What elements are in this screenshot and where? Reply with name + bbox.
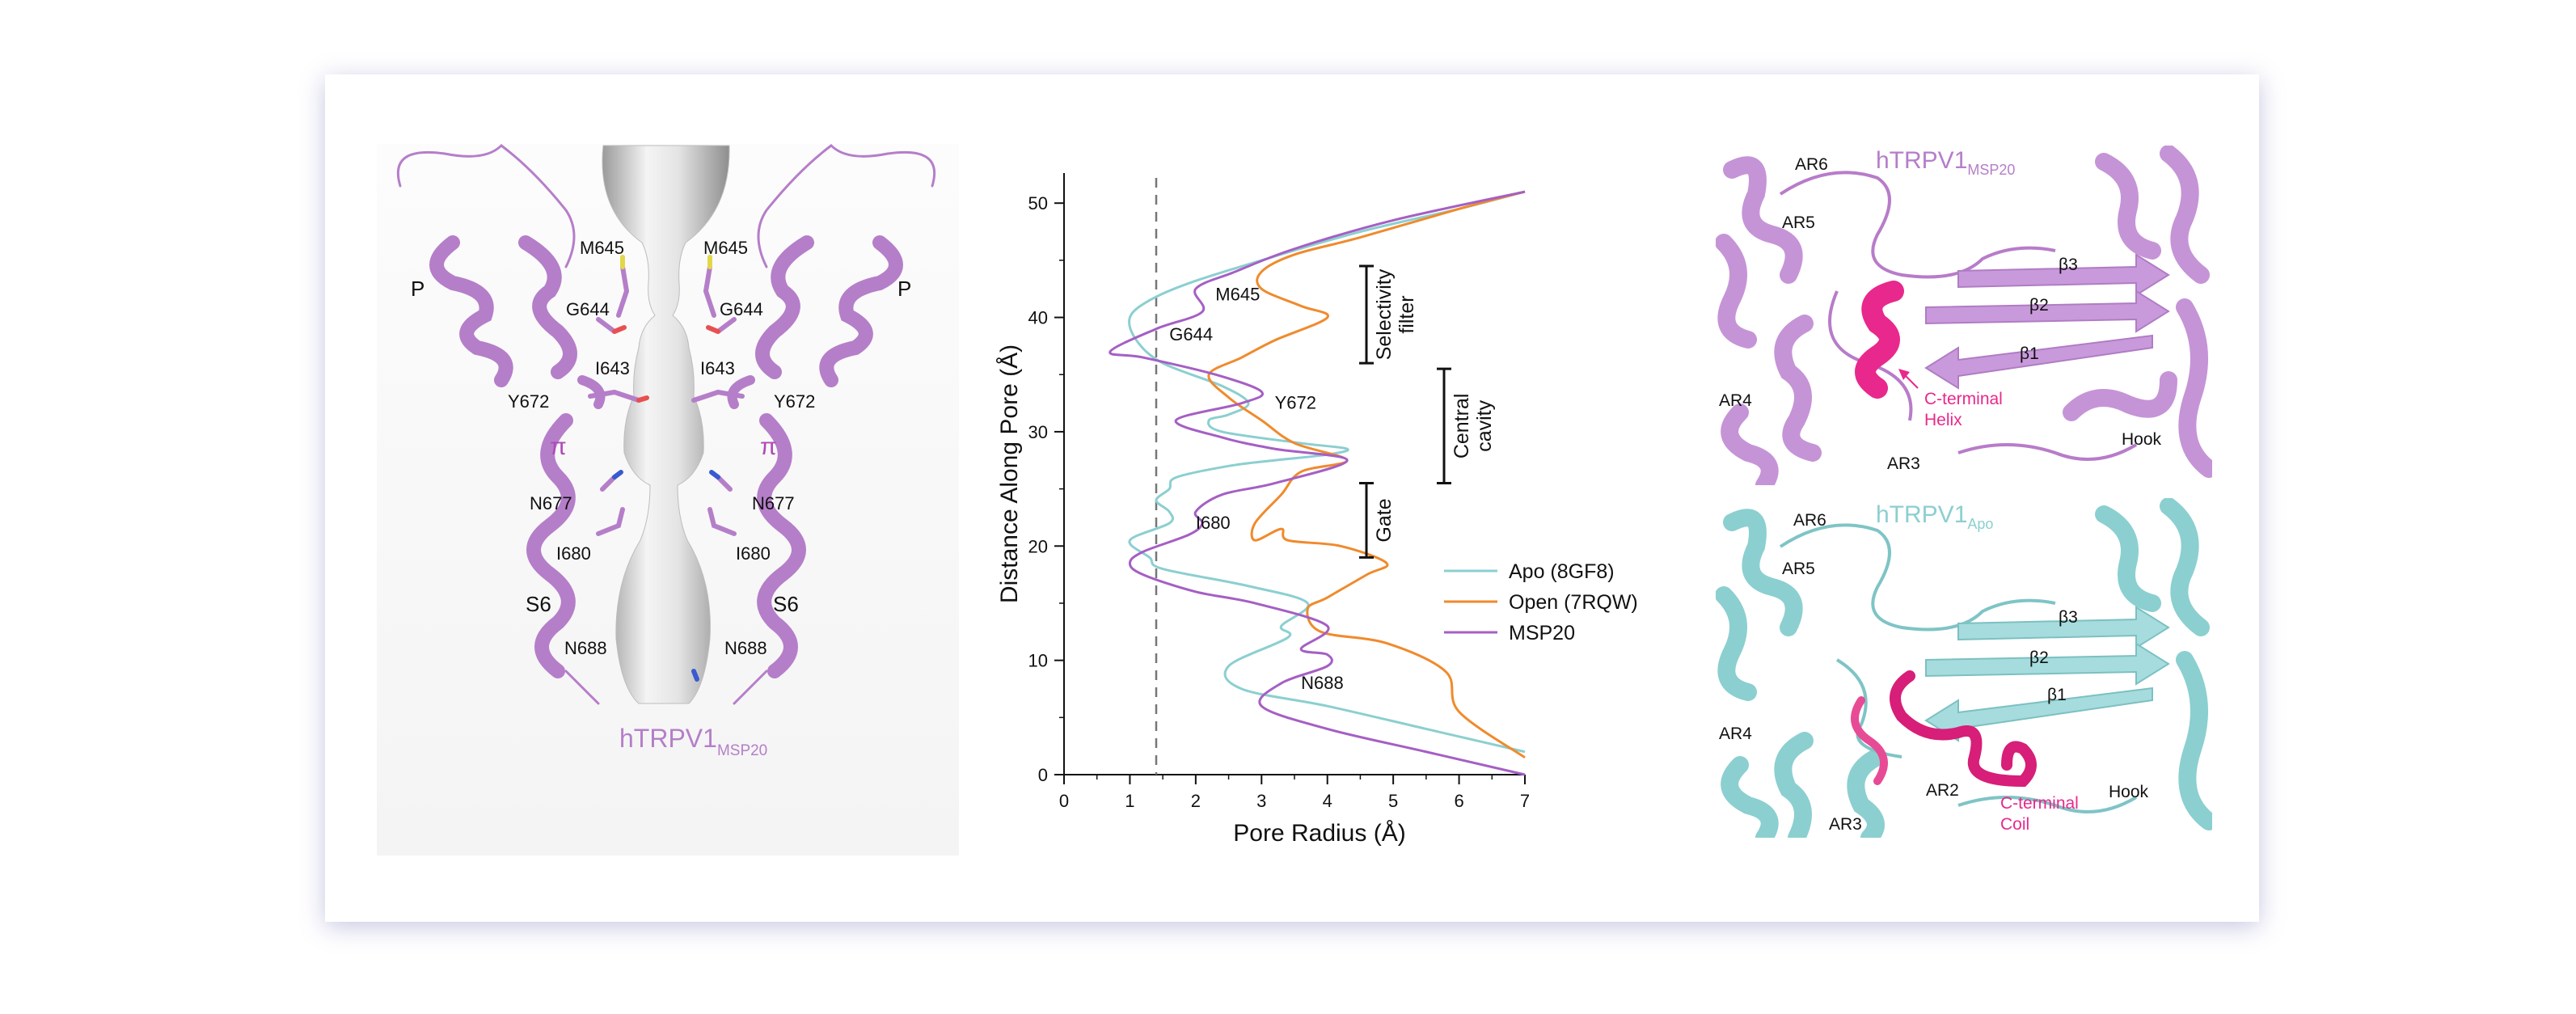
label-n688-right: N688 <box>724 638 767 658</box>
label-pi-left: π <box>550 433 567 460</box>
label-g644-right: G644 <box>720 299 763 319</box>
bottom-label-b2: β2 <box>2029 649 2049 667</box>
label-s6-right: S6 <box>773 592 799 616</box>
residue-annotation: M645 <box>1215 284 1260 304</box>
legend-label-0: Apo (8GF8) <box>1509 560 1615 583</box>
panel-c-bottom: AR6 AR5 AR4 AR3 AR2 Hook β3 β2 β1 C-term… <box>1716 498 2212 838</box>
bottom-label-ar5: AR5 <box>1782 560 1815 578</box>
label-m645-right: M645 <box>703 238 748 258</box>
label-n688-left: N688 <box>564 638 607 658</box>
y-tick-label: 40 <box>1028 308 1048 328</box>
x-tick-label: 1 <box>1125 791 1134 811</box>
label-i680-left: I680 <box>556 543 591 564</box>
panel-a-title: hTRPV1MSP20 <box>619 724 767 759</box>
residue-annotation: Y672 <box>1275 393 1316 413</box>
bottom-label-ar3: AR3 <box>1829 815 1862 834</box>
bottom-label-b3: β3 <box>2059 608 2078 627</box>
residue-annotation: N688 <box>1301 673 1344 693</box>
region-label: filter <box>1396 295 1418 333</box>
region-label: Selectivity <box>1373 268 1396 360</box>
region-label: Gate <box>1373 498 1396 542</box>
series-line-0 <box>1128 190 1526 754</box>
residue-annotation: I680 <box>1196 513 1231 533</box>
x-tick-label: 0 <box>1059 791 1069 811</box>
legend: Apo (8GF8) Open (7RQW) MSP20 <box>1444 560 1638 644</box>
bottom-label-coil-2: Coil <box>2000 815 2029 834</box>
legend-label-2: MSP20 <box>1509 622 1575 644</box>
series-line-2 <box>1109 190 1526 776</box>
x-tick-label: 3 <box>1256 791 1266 811</box>
panel-a-pore-structure: M645 M645 G644 G644 I643 I643 Y672 Y672 … <box>377 144 959 856</box>
panel-c-top: AR6 AR5 AR4 AR3 Hook β3 β2 β1 C-terminal… <box>1716 146 2212 485</box>
bottom-label-ar6: AR6 <box>1793 511 1826 530</box>
bottom-label-ar2: AR2 <box>1926 781 1959 800</box>
x-axis-label: Pore Radius (Å) <box>1233 820 1405 847</box>
residue-annotation: G644 <box>1169 324 1213 344</box>
label-i643-left: I643 <box>595 358 630 378</box>
region-bracket <box>1437 367 1451 485</box>
label-n677-left: N677 <box>530 493 572 513</box>
x-tick-label: 7 <box>1520 791 1530 811</box>
region-label: cavity <box>1473 399 1496 451</box>
top-label-helix-1: C-terminal <box>1924 390 2003 408</box>
panel-c-top-title: hTRPV1MSP20 <box>1876 147 2015 178</box>
label-p-left: P <box>411 277 424 301</box>
label-y672-left: Y672 <box>508 391 549 412</box>
panel-c-bottom-title: hTRPV1Apo <box>1876 501 1993 532</box>
region-bracket <box>1359 264 1374 365</box>
x-tick-label: 2 <box>1191 791 1201 811</box>
top-label-hook: Hook <box>2122 430 2162 449</box>
y-tick-label: 0 <box>1038 765 1048 785</box>
top-label-ar4: AR4 <box>1719 391 1752 410</box>
label-y672-right: Y672 <box>774 391 815 412</box>
bottom-label-coil-1: C-terminal <box>2000 794 2079 813</box>
bottom-label-b1: β1 <box>2047 686 2067 704</box>
pore-surface <box>602 145 730 704</box>
panel-a-labels: M645 M645 G644 G644 I643 I643 Y672 Y672 … <box>411 238 911 658</box>
label-p-right: P <box>897 277 911 301</box>
top-label-ar5: AR5 <box>1782 213 1815 232</box>
label-n677-right: N677 <box>752 493 795 513</box>
x-tick-label: 4 <box>1323 791 1332 811</box>
top-label-helix-2: Helix <box>1924 411 1962 429</box>
label-i643-right: I643 <box>700 358 735 378</box>
top-label-ar6: AR6 <box>1795 155 1828 174</box>
label-i680-right: I680 <box>736 543 771 564</box>
bottom-label-ar4: AR4 <box>1719 725 1752 743</box>
panel-c-bottom-view: AR6 AR5 AR4 AR3 AR2 Hook β3 β2 β1 C-term… <box>1716 498 2212 838</box>
right-helices <box>727 144 936 705</box>
panel-c-top-view: AR6 AR5 AR4 AR3 Hook β3 β2 β1 C-terminal… <box>1716 146 2212 485</box>
x-tick-label: 6 <box>1454 791 1463 811</box>
region-bracket <box>1359 482 1374 559</box>
legend-label-1: Open (7RQW) <box>1509 591 1638 614</box>
y-tick-label: 50 <box>1028 193 1048 213</box>
label-m645-left: M645 <box>580 238 624 258</box>
label-g644-left: G644 <box>566 299 610 319</box>
label-pi-right: π <box>760 433 777 460</box>
top-label-b3: β3 <box>2059 256 2078 274</box>
x-tick-label: 5 <box>1388 791 1398 811</box>
y-tick-label: 30 <box>1028 422 1048 442</box>
y-tick-label: 10 <box>1028 651 1048 671</box>
top-label-b1: β1 <box>2020 344 2039 363</box>
left-helices <box>396 144 606 705</box>
side-chains <box>588 255 745 682</box>
y-tick-label: 20 <box>1028 536 1048 556</box>
top-label-b2: β2 <box>2029 296 2049 315</box>
top-label-ar3: AR3 <box>1887 454 1920 473</box>
bottom-label-hook: Hook <box>2109 783 2149 801</box>
label-s6-left: S6 <box>526 592 551 616</box>
region-label: Central <box>1451 394 1473 459</box>
y-axis-label: Distance Along Pore (Å) <box>996 344 1023 603</box>
